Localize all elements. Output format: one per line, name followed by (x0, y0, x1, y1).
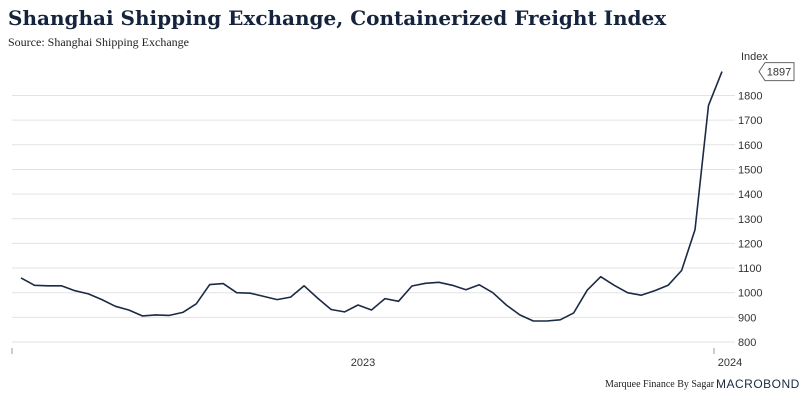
x-axis (11, 348, 715, 354)
y-tick-label: 1700 (738, 115, 762, 127)
y-tick-label: 1600 (738, 140, 762, 152)
last-value-callout: 1897 (758, 62, 795, 82)
footer-credit: Marquee Finance By Sagar (605, 379, 715, 390)
x-axis-ticks: 2023 2024 (351, 357, 742, 369)
x-tick-label: 2023 (351, 357, 375, 369)
macrobond-logo: MACROBOND (716, 377, 800, 391)
y-tick-label: 800 (738, 337, 756, 349)
x-tick-label: 2024 (718, 357, 742, 369)
last-value-label: 1897 (767, 67, 791, 79)
y-tick-label: 900 (738, 312, 756, 324)
series-layer (20, 71, 723, 322)
chart-title: Shanghai Shipping Exchange, Containerize… (8, 6, 667, 30)
y-tick-label: 1200 (738, 238, 762, 250)
y-tick-label: 1000 (738, 288, 762, 300)
y-tick-label: 1800 (738, 91, 762, 103)
y-tick-label: 1400 (738, 189, 762, 201)
y-axis-label: Index (741, 51, 768, 63)
grid-lines (12, 95, 735, 343)
last-value-box (758, 62, 795, 82)
y-tick-label: 1300 (738, 214, 762, 226)
series-line (20, 71, 723, 322)
y-axis-ticks: 800 900 1000 1100 1200 1300 1400 1500 1600 1700 18… (738, 91, 762, 350)
y-tick-label: 1500 (738, 164, 762, 176)
chart-source: Source: Shanghai Shipping Exchange (8, 35, 189, 49)
y-tick-label: 1100 (738, 263, 762, 275)
